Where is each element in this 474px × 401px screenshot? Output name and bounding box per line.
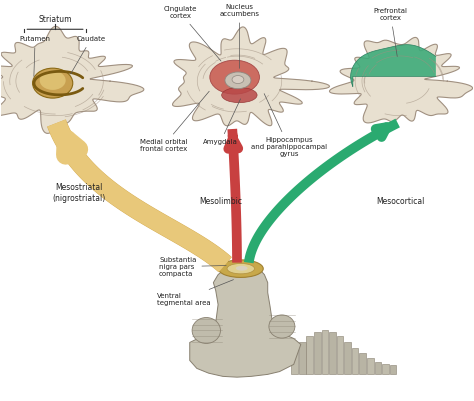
Text: Striatum: Striatum [38,15,72,24]
Ellipse shape [232,75,244,83]
Ellipse shape [225,72,251,89]
Ellipse shape [227,263,255,274]
Text: Substantia
nigra pars
compacta: Substantia nigra pars compacta [159,257,226,277]
Polygon shape [190,264,301,377]
Polygon shape [382,364,389,375]
Text: Hippocampus
and parahippocampal
gyrus: Hippocampus and parahippocampal gyrus [251,93,327,157]
Ellipse shape [222,87,257,103]
Text: Nucleus
accumbens: Nucleus accumbens [219,4,259,69]
Polygon shape [292,348,298,375]
Polygon shape [351,45,436,87]
Polygon shape [337,336,343,375]
Ellipse shape [236,266,247,271]
Polygon shape [0,26,144,134]
Polygon shape [329,332,336,375]
Polygon shape [352,348,358,375]
Text: Ventral
tegmental area: Ventral tegmental area [156,279,234,306]
Text: Medial orbital
frontal cortex: Medial orbital frontal cortex [140,91,209,152]
Text: Cingulate
cortex: Cingulate cortex [164,6,221,61]
Polygon shape [390,365,396,375]
Ellipse shape [269,315,295,338]
Text: Putamen: Putamen [19,36,51,76]
Polygon shape [299,342,306,375]
Text: Mesostriatal
(nigrostriatal): Mesostriatal (nigrostriatal) [52,183,105,203]
Text: Mesolimbic: Mesolimbic [199,196,242,206]
Text: Caudate: Caudate [71,36,105,74]
Ellipse shape [33,68,73,98]
Text: Mesocortical: Mesocortical [376,196,424,206]
Polygon shape [173,27,329,126]
Polygon shape [367,358,374,375]
Text: Amygdala: Amygdala [203,99,240,145]
Polygon shape [307,336,313,375]
Polygon shape [359,353,366,375]
Ellipse shape [219,260,263,277]
Polygon shape [374,362,381,375]
Ellipse shape [40,71,66,90]
Ellipse shape [210,60,259,94]
Polygon shape [329,37,473,123]
Polygon shape [314,332,320,375]
Polygon shape [321,330,328,375]
Polygon shape [344,342,351,375]
Text: Prefrontal
cortex: Prefrontal cortex [374,8,408,57]
Ellipse shape [192,318,220,343]
